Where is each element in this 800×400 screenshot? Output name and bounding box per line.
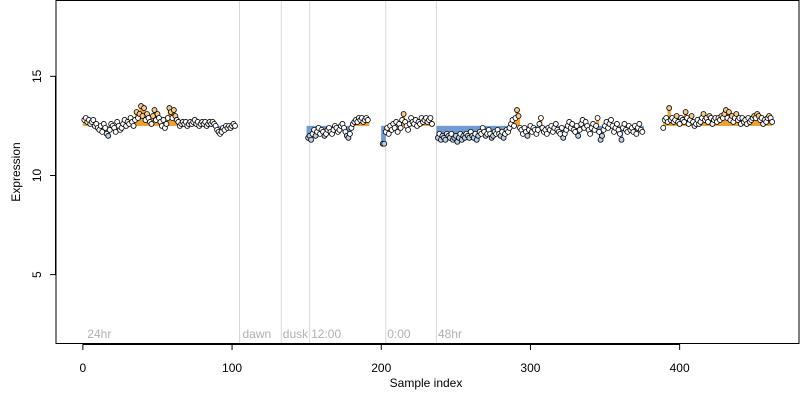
region-label: dawn [242,327,271,341]
data-point [163,121,170,127]
data-point [90,117,97,123]
highlight-bar [382,125,386,144]
highlight-bar [100,125,104,132]
data-point [141,105,147,111]
data-point [552,121,559,127]
region-label: 12:00 [311,327,341,341]
highlight-bar [161,119,166,126]
data-point [666,105,673,111]
data-point [543,130,550,137]
region-label: 48hr [438,327,462,341]
highlight-bar [595,117,600,126]
data-point [405,126,412,133]
x-tick-label: 200 [371,361,391,375]
x-tick-label: 100 [222,361,242,375]
data-point [733,111,740,117]
data-point [427,115,434,121]
y-tick-label: 15 [30,69,44,83]
data-point [682,109,689,115]
x-tick-label: 400 [670,361,690,375]
region-label: 0:00 [387,327,411,341]
data-point [394,128,401,135]
data-point [400,111,407,117]
x-tick-label: 300 [520,361,540,375]
data-point [232,123,238,129]
divider-lines [239,1,437,344]
data-point [618,136,625,143]
data-point [660,124,667,131]
data-point [769,119,776,125]
data-point [537,115,544,121]
data-point [308,136,315,143]
data-point [636,121,643,127]
data-point [151,107,158,113]
data-point [575,132,582,139]
data-point [688,113,695,119]
region-label: 24hr [87,327,111,341]
highlight-bar [667,108,671,126]
data-point [397,124,404,131]
data-point [617,130,623,137]
data-point [515,113,522,119]
data-point [511,123,517,129]
data-point [148,121,155,127]
data-point [587,130,594,137]
x-tick-label: 0 [80,361,87,375]
region-label: dusk [283,327,309,341]
data-point [593,123,599,129]
data-point [364,117,371,123]
data-point [391,124,398,131]
data-point [429,121,435,127]
data-point [725,109,732,115]
y-tick-label: 5 [30,271,44,278]
data-point [594,115,601,121]
data-point [524,132,531,139]
x-axis-title: Sample index [390,376,463,390]
data-point [347,130,353,137]
data-point [514,107,520,113]
data-point [700,111,707,117]
region-labels: 24hr dawn dusk 12:00 0:00 48hr [87,327,462,341]
data-point [633,130,640,137]
data-point [381,140,388,147]
data-point [599,132,605,139]
data-point [614,121,620,127]
data-point [639,128,646,135]
y-tick-label: 10 [30,168,44,182]
data-points [81,103,776,147]
highlight-bar [366,119,370,126]
y-axis-title: Expression [9,142,23,201]
data-point [385,130,392,137]
data-point [170,107,177,113]
data-point [536,121,543,127]
highlight-bar [396,125,400,132]
data-point [105,132,112,139]
data-point [608,117,614,123]
highlight-bar [516,115,521,126]
x-axis: 0 100 200 300 400 [80,344,690,375]
y-axis: 5 10 15 [30,69,56,278]
data-point [130,123,137,129]
